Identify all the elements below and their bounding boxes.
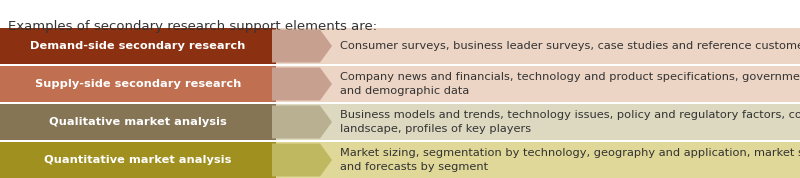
Bar [0,28,276,64]
Text: Consumer surveys, business leader surveys, case studies and reference customers: Consumer surveys, business leader survey… [340,41,800,51]
Text: Quantitative market analysis: Quantitative market analysis [44,155,232,165]
Polygon shape [272,30,332,62]
Polygon shape [272,67,332,101]
Bar [0,28,800,64]
Text: Market sizing, segmentation by technology, geography and application, market sha: Market sizing, segmentation by technolog… [340,148,800,172]
Text: Examples of secondary research support elements are:: Examples of secondary research support e… [8,20,377,33]
Text: Demand-side secondary research: Demand-side secondary research [30,41,246,51]
Polygon shape [272,106,332,138]
Bar [0,66,276,102]
Bar [0,104,276,140]
Text: Company news and financials, technology and product specifications, government d: Company news and financials, technology … [340,72,800,96]
Text: Qualitative market analysis: Qualitative market analysis [49,117,227,127]
Bar [0,142,276,178]
Polygon shape [272,143,332,177]
Bar [0,142,800,178]
Text: Business models and trends, technology issues, policy and regulatory factors, co: Business models and trends, technology i… [340,110,800,134]
Bar [0,66,800,102]
Bar [0,104,800,140]
Text: Supply-side secondary research: Supply-side secondary research [35,79,241,89]
